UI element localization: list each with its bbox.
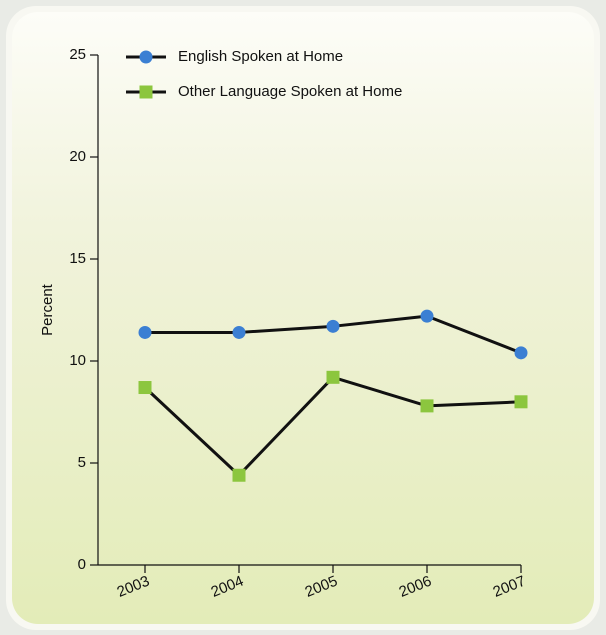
legend-marker [139, 85, 153, 99]
data-point [420, 399, 434, 413]
data-point [514, 346, 528, 360]
y-tick-label: 0 [78, 556, 86, 573]
data-point [420, 309, 434, 323]
y-tick-label: 20 [69, 148, 86, 165]
data-point [326, 370, 340, 384]
y-tick-label: 25 [69, 46, 86, 63]
data-point [514, 395, 528, 409]
panel [12, 12, 594, 624]
y-axis-label: Percent [39, 283, 56, 336]
data-point [232, 468, 246, 482]
data-point [138, 325, 152, 339]
data-point [232, 325, 246, 339]
legend-label: Other Language Spoken at Home [178, 83, 402, 100]
data-point [138, 381, 152, 395]
legend-marker [139, 50, 153, 64]
legend-label: English Spoken at Home [178, 48, 343, 65]
y-tick-label: 5 [78, 454, 86, 471]
data-point [326, 319, 340, 333]
y-tick-label: 15 [69, 250, 86, 267]
y-tick-label: 10 [69, 352, 86, 369]
